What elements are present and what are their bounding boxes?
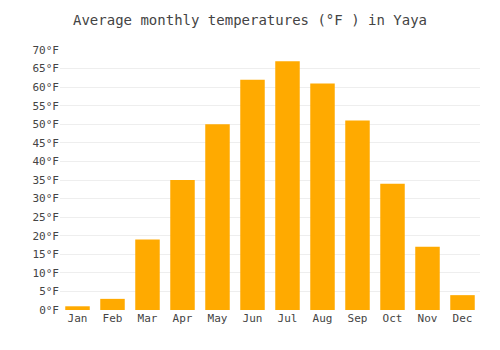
svg-text:60°F: 60°F bbox=[33, 81, 60, 94]
svg-text:Nov: Nov bbox=[418, 312, 438, 325]
svg-text:45°F: 45°F bbox=[33, 137, 60, 150]
svg-text:20°F: 20°F bbox=[33, 230, 60, 243]
svg-text:25°F: 25°F bbox=[33, 211, 60, 224]
svg-text:40°F: 40°F bbox=[33, 155, 60, 168]
svg-text:0°F: 0°F bbox=[39, 304, 59, 317]
svg-text:55°F: 55°F bbox=[33, 100, 60, 113]
svg-text:Feb: Feb bbox=[103, 312, 123, 325]
svg-text:65°F: 65°F bbox=[33, 62, 60, 75]
svg-text:Average monthly temperatures (: Average monthly temperatures (°F ) in Ya… bbox=[73, 12, 427, 28]
svg-text:Jan: Jan bbox=[68, 312, 88, 325]
svg-text:70°F: 70°F bbox=[33, 44, 60, 57]
svg-text:Jun: Jun bbox=[243, 312, 263, 325]
svg-text:15°F: 15°F bbox=[33, 248, 60, 261]
svg-text:Dec: Dec bbox=[453, 312, 473, 325]
svg-text:Jul: Jul bbox=[278, 312, 298, 325]
svg-text:Mar: Mar bbox=[138, 312, 158, 325]
svg-text:Aug: Aug bbox=[313, 312, 333, 325]
svg-text:50°F: 50°F bbox=[33, 118, 60, 131]
svg-text:Apr: Apr bbox=[173, 312, 193, 325]
svg-text:Oct: Oct bbox=[383, 312, 403, 325]
svg-text:5°F: 5°F bbox=[39, 285, 59, 298]
svg-text:35°F: 35°F bbox=[33, 174, 60, 187]
svg-text:10°F: 10°F bbox=[33, 267, 60, 280]
svg-text:Sep: Sep bbox=[348, 312, 368, 325]
svg-text:May: May bbox=[208, 312, 228, 325]
svg-text:30°F: 30°F bbox=[33, 192, 60, 205]
